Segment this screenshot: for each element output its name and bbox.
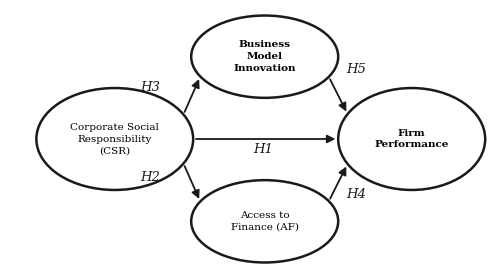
Text: H1: H1 [253,143,272,156]
Text: Corporate Social
Responsibility
(CSR): Corporate Social Responsibility (CSR) [70,123,159,155]
Text: H3: H3 [140,81,160,94]
Ellipse shape [191,180,338,262]
Text: H2: H2 [140,171,160,184]
Text: H5: H5 [346,63,366,76]
Text: Business
Model
Innovation: Business Model Innovation [234,40,296,73]
Text: H4: H4 [346,188,366,201]
Text: Access to
Finance (AF): Access to Finance (AF) [230,211,298,232]
Text: Firm
Performance: Firm Performance [374,129,449,149]
Ellipse shape [338,88,485,190]
Ellipse shape [36,88,193,190]
Ellipse shape [191,16,338,98]
